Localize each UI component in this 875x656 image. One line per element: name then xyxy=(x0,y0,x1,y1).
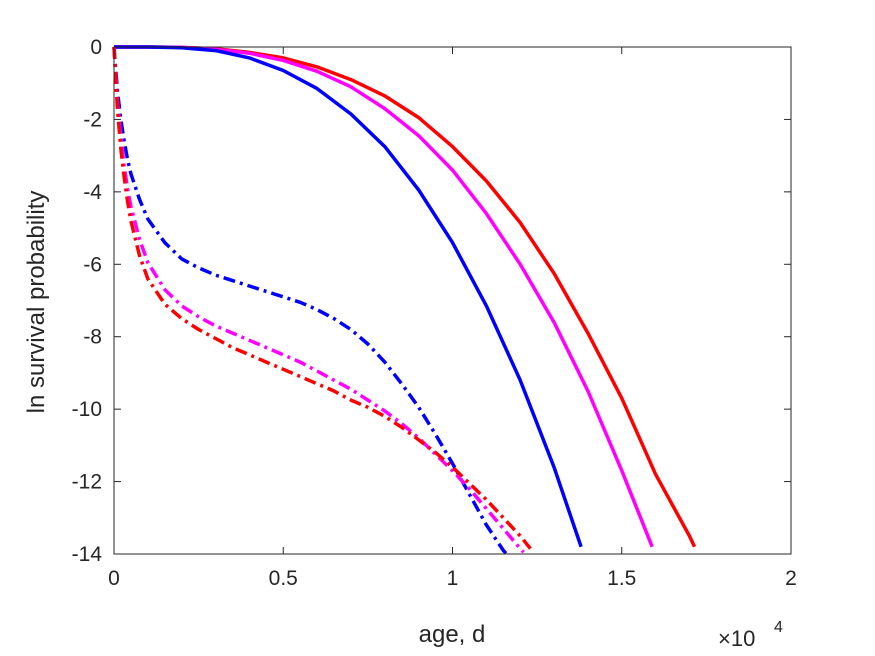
series-line-4-dashdot xyxy=(112,46,508,556)
series-line-5-dashdot xyxy=(112,46,525,554)
tick-layer xyxy=(113,46,792,555)
series-line-3-solid xyxy=(114,45,583,548)
y-tick-label: 0 xyxy=(90,36,102,59)
x-exponent-power: 4 xyxy=(774,619,783,636)
x-tick-label: 2 xyxy=(785,567,797,590)
y-tick-label: -6 xyxy=(83,253,102,276)
series-line-6-dashdot xyxy=(112,46,532,550)
x-exponent-base: ×10 xyxy=(718,626,755,651)
series-line-2-solid xyxy=(114,45,654,548)
plot-area-frame xyxy=(113,46,792,555)
x-axis-label: age, d xyxy=(419,621,486,648)
y-tick-label: -4 xyxy=(83,181,102,204)
y-tick-label: -12 xyxy=(72,471,102,494)
x-axis-exponent: ×10 4 xyxy=(718,619,783,651)
series-layer xyxy=(112,45,697,556)
x-tick-label: 0.5 xyxy=(269,567,298,590)
y-tick-label: -10 xyxy=(72,398,102,421)
y-tick-label: -8 xyxy=(83,326,102,349)
x-tick-label: 0 xyxy=(108,567,120,590)
y-axis-label: ln survival probability xyxy=(23,191,50,414)
tick-label-layer: 0 0.5 1 1.5 2 0 -2 -4 -6 -8 -10 -12 -14 xyxy=(72,36,797,590)
x-tick-label: 1 xyxy=(447,567,459,590)
y-tick-label: -14 xyxy=(72,543,103,566)
x-tick-label: 1.5 xyxy=(607,567,636,590)
y-tick-label: -2 xyxy=(83,108,102,131)
